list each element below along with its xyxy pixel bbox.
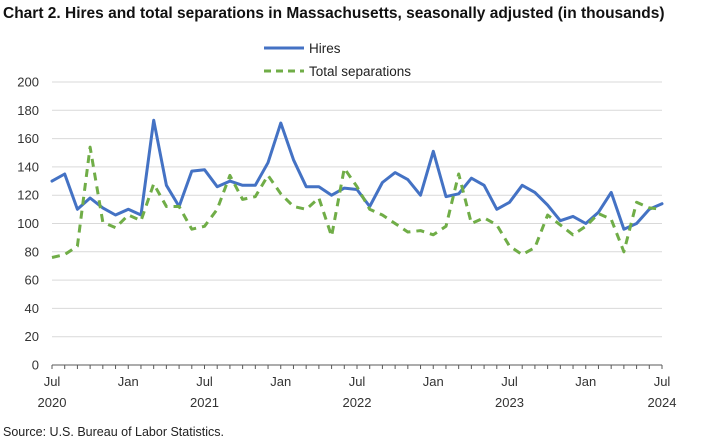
x-tick-label-year: 2024 <box>648 395 677 410</box>
x-tick-label-month: Jan <box>270 374 291 389</box>
y-axis: 0 20 40 60 80 100 120 140 160 180 200 <box>17 75 39 373</box>
legend-separations-label: Total separations <box>309 64 411 79</box>
y-tick-label: 0 <box>32 358 39 373</box>
x-tick-label-month: Jul <box>501 374 518 389</box>
legend-hires-label: Hires <box>309 41 341 56</box>
x-tick-label-month: Jan <box>118 374 139 389</box>
y-tick-label: 20 <box>25 329 39 344</box>
x-tick-label-month: Jul <box>44 374 61 389</box>
x-tick-label-year: 2022 <box>343 395 372 410</box>
x-axis: Jul 2020 Jan Jul 2021 Jan Jul 2022 Jan Jul 2023 Jan… <box>38 364 677 410</box>
y-tick-label: 200 <box>17 75 39 90</box>
chart-title: Chart 2. Hires and total separations in … <box>3 5 665 22</box>
x-tick-label-month: Jul <box>654 374 671 389</box>
y-tick-label: 160 <box>17 131 39 146</box>
y-tick-label: 40 <box>25 301 39 316</box>
y-tick-label: 100 <box>17 216 39 231</box>
x-tick-label-year: 2023 <box>495 395 524 410</box>
x-tick-label-month: Jan <box>423 374 444 389</box>
y-tick-label: 180 <box>17 103 39 118</box>
x-tick-label-month: Jan <box>575 374 596 389</box>
y-tick-label: 120 <box>17 188 39 203</box>
x-tick-label-month: Jul <box>349 374 366 389</box>
source-note: Source: U.S. Bureau of Labor Statistics. <box>3 425 224 439</box>
x-tick-label-year: 2021 <box>190 395 219 410</box>
y-tick-label: 140 <box>17 159 39 174</box>
y-tick-label: 80 <box>25 244 39 259</box>
y-tick-label: 60 <box>25 273 39 288</box>
x-tick-label-year: 2020 <box>38 395 67 410</box>
separations-line <box>51 145 663 259</box>
legend: Hires Total separations <box>264 41 411 79</box>
series-lines <box>50 118 664 259</box>
x-tick-label-month: Jul <box>196 374 213 389</box>
gridlines <box>52 81 662 338</box>
